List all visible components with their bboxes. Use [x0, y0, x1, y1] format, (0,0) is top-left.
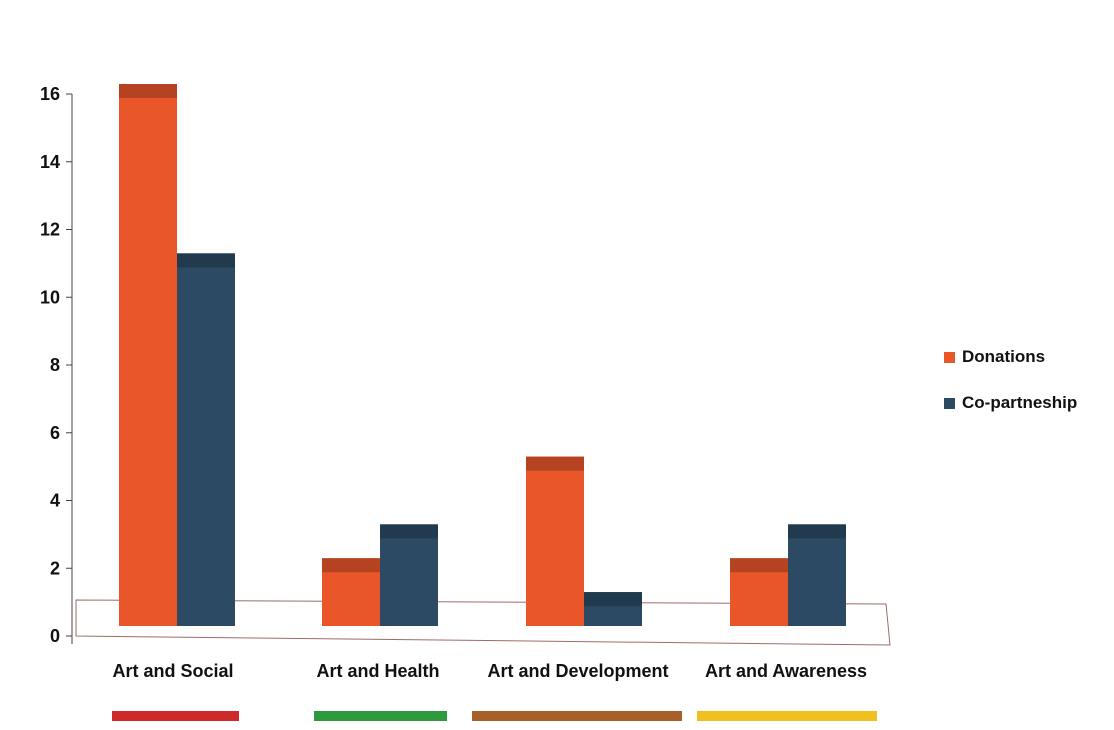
category-strip-art-and-development [472, 711, 682, 721]
bar-co-partneship-art-and-awareness [788, 524, 846, 626]
category-label-art-and-development: Art and Development [487, 661, 668, 681]
bar-donations-art-and-awareness [730, 558, 788, 626]
y-tick-label-14: 14 [40, 152, 60, 172]
bar-top-face [526, 456, 584, 471]
bar-co-partneship-art-and-health [380, 524, 438, 626]
y-tick-label-12: 12 [40, 220, 60, 240]
bar-co-partneship-art-and-social [177, 253, 235, 626]
bar-donations-art-and-health [322, 558, 380, 626]
bar-top-face [322, 558, 380, 573]
legend-swatch-co-partneship [944, 397, 955, 409]
category-label-art-and-awareness: Art and Awareness [705, 661, 867, 681]
bars-group [119, 84, 846, 626]
bar-top-face [380, 524, 438, 539]
y-tick-label-0: 0 [50, 626, 60, 646]
legend-label-co-partneship: Co-partneship [962, 393, 1078, 412]
category-label-art-and-social: Art and Social [112, 661, 233, 681]
category-strip-art-and-awareness [697, 711, 877, 721]
bar-body [380, 524, 438, 626]
category-label-art-and-health: Art and Health [316, 661, 439, 681]
y-tick-label-4: 4 [50, 491, 60, 511]
legend-item-donations: Donations [944, 346, 1077, 368]
bar-body [119, 84, 177, 626]
bar-top-face [119, 84, 177, 98]
legend-label-donations: Donations [962, 347, 1046, 366]
legend-swatch-donations [944, 351, 955, 363]
y-tick-label-6: 6 [50, 423, 60, 443]
bar-body [526, 456, 584, 626]
bar-top-face [730, 558, 788, 573]
bar-body [177, 253, 235, 626]
bar-top-face [177, 253, 235, 268]
y-axis: 0 2 4 6 8 10 12 14 16 [40, 84, 73, 646]
category-labels: Art and Social Art and Health Art and Deve… [112, 661, 867, 681]
bar-donations-art-and-development [526, 456, 584, 626]
bar-body [788, 524, 846, 626]
y-tick-label-16: 16 [40, 84, 60, 104]
category-color-strips [112, 711, 877, 721]
bar-top-face [584, 592, 642, 607]
bar-top-face [788, 524, 846, 539]
bar-donations-art-and-social [119, 84, 177, 626]
y-tick-label-2: 2 [50, 558, 60, 578]
category-strip-art-and-social [112, 711, 239, 721]
legend: Donations Co-partneship [944, 346, 1077, 438]
y-tick-label-8: 8 [50, 355, 60, 375]
y-tick-label-10: 10 [40, 287, 60, 307]
category-strip-art-and-health [314, 711, 447, 721]
bar-co-partneship-art-and-development [584, 592, 642, 626]
legend-item-co-partneship: Co-partneship [944, 392, 1077, 414]
